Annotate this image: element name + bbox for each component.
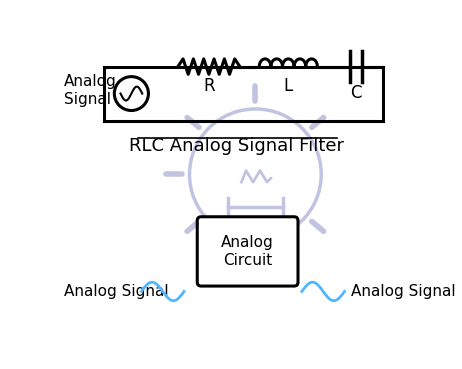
Text: Analog Signal: Analog Signal [351,284,456,299]
Text: C: C [350,83,362,101]
Text: Analog Signal: Analog Signal [64,284,169,299]
Text: R: R [203,77,215,96]
Text: Analog
Circuit: Analog Circuit [221,235,274,268]
Text: Analog
Signal: Analog Signal [64,74,117,107]
Text: L: L [284,77,293,96]
Text: RLC Analog Signal Filter: RLC Analog Signal Filter [129,137,344,155]
FancyBboxPatch shape [197,217,298,286]
